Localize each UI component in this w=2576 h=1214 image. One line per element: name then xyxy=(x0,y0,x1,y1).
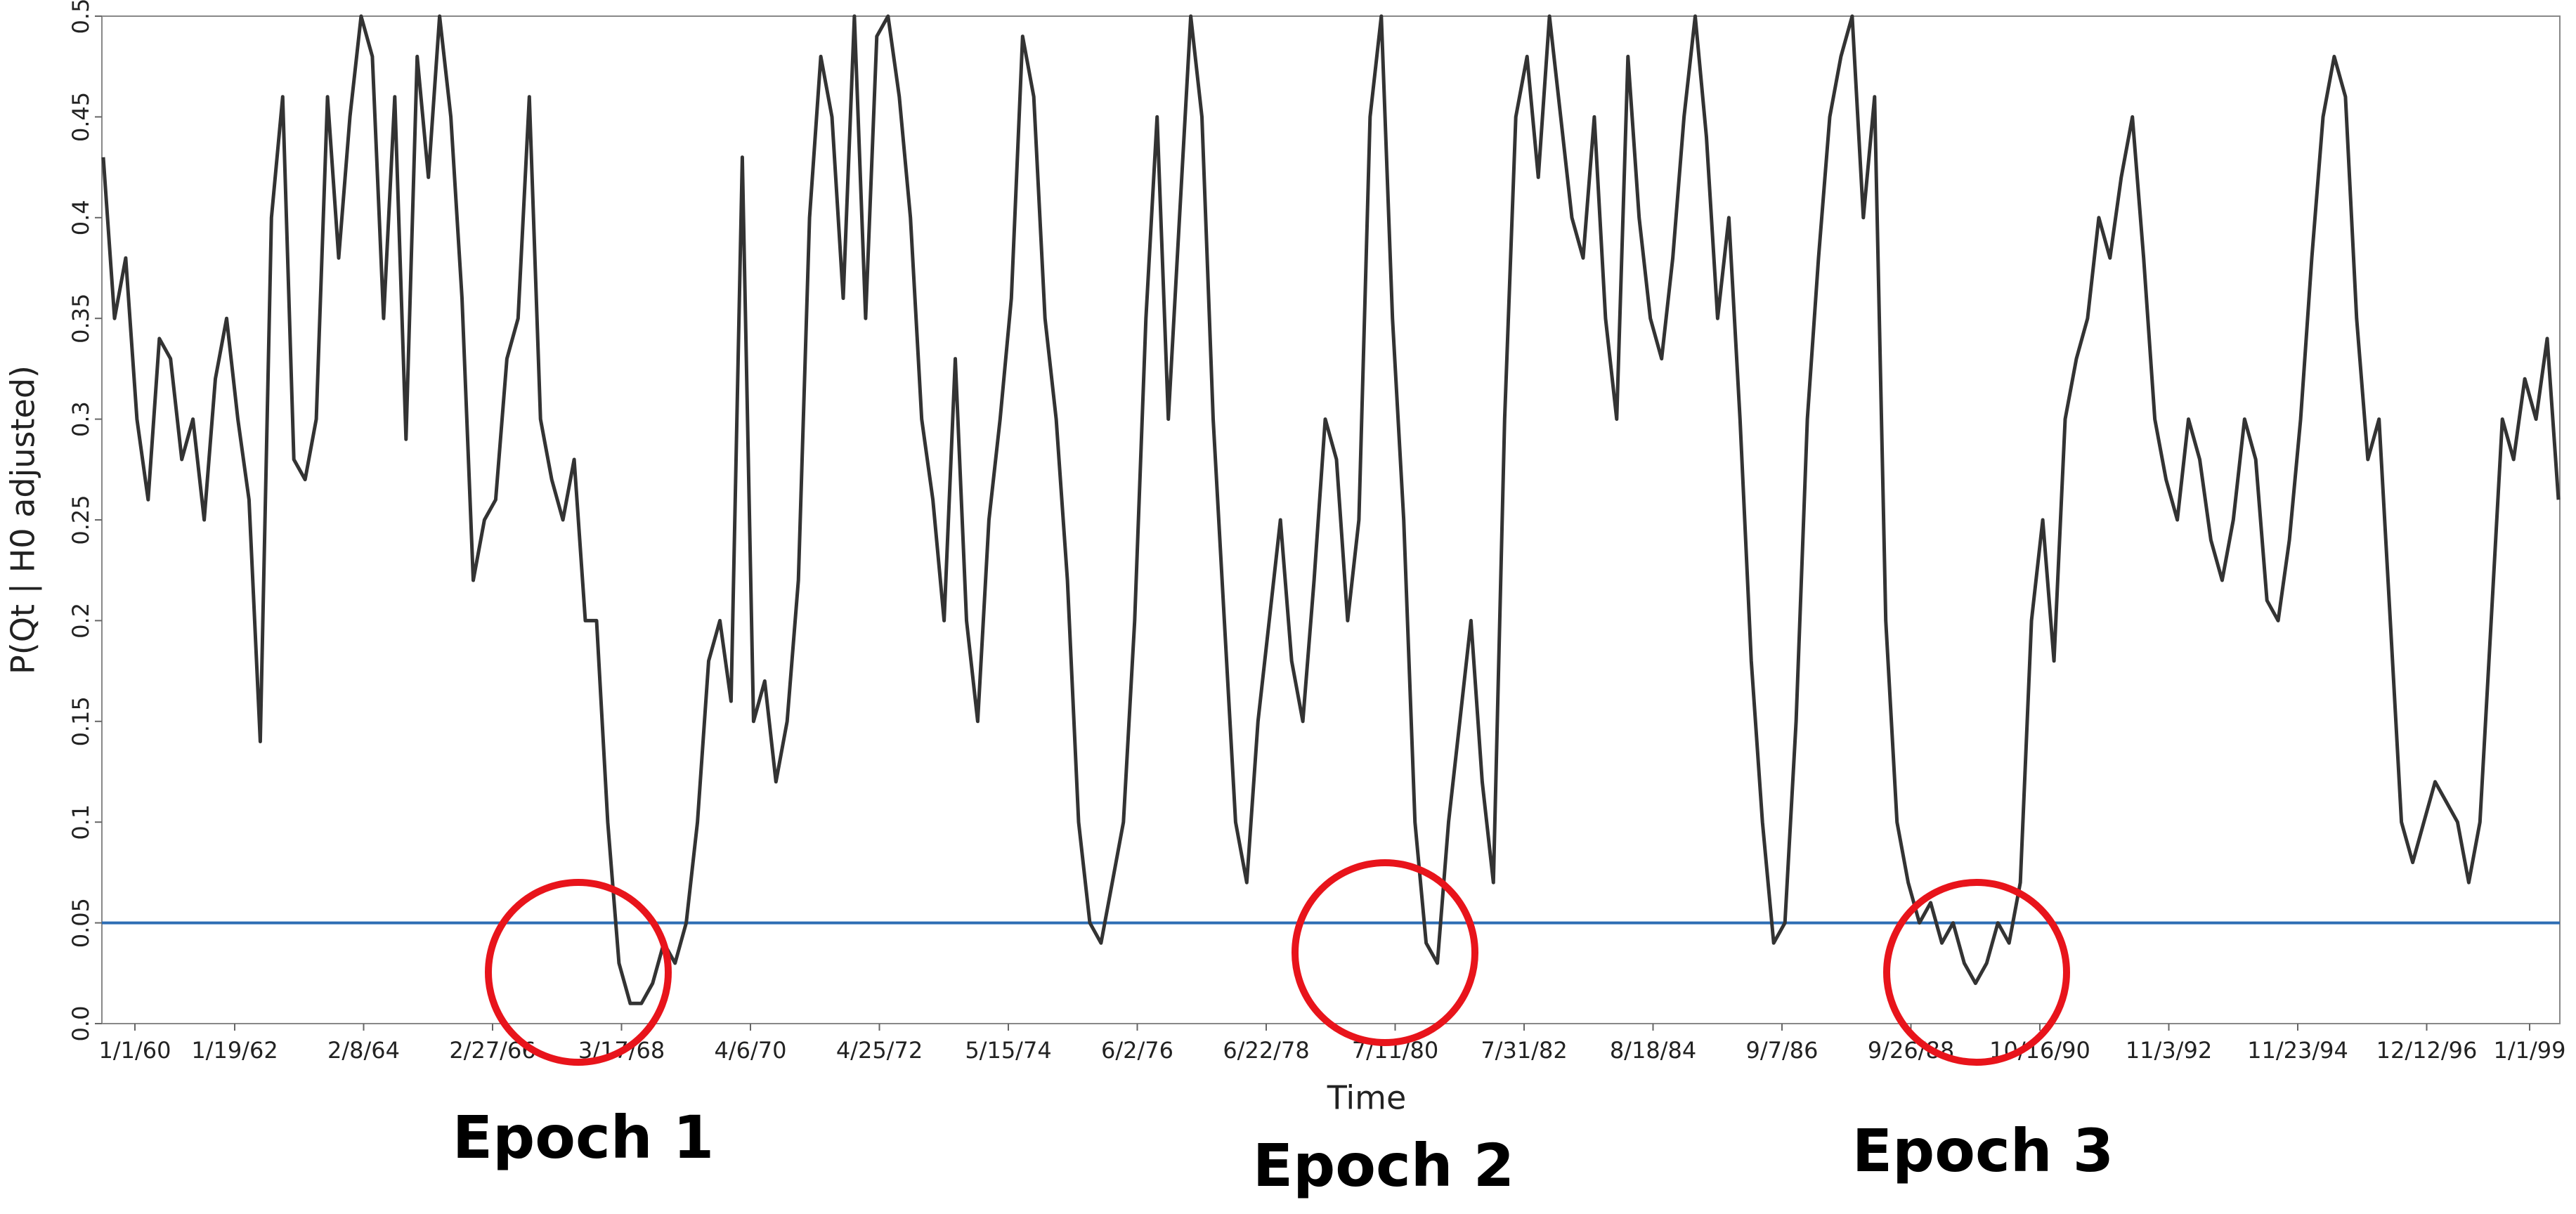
x-axis-title: Time xyxy=(1327,1079,1407,1117)
y-tick-label: 0.35 xyxy=(67,294,94,344)
x-tick-label: 12/12/96 xyxy=(2376,1037,2478,1064)
y-tick-label: 0.05 xyxy=(67,898,94,948)
epoch-label: Epoch 3 xyxy=(1852,1116,2114,1185)
data-line xyxy=(101,14,2561,1005)
y-tick-label: 0.1 xyxy=(67,804,94,840)
x-tick-label: 1/1/99 xyxy=(2494,1037,2566,1064)
x-tick-label: 1/1/60 xyxy=(99,1037,171,1064)
epoch-label: Epoch 1 xyxy=(453,1103,715,1172)
x-tick-label: 11/3/92 xyxy=(2126,1037,2212,1064)
y-tick-label: 0.3 xyxy=(67,401,94,437)
y-tick-label: 0.0 xyxy=(67,1006,94,1042)
x-tick-label: 1/19/62 xyxy=(191,1037,278,1064)
epoch-circle xyxy=(1292,859,1478,1046)
y-tick-label: 0.4 xyxy=(67,200,94,235)
y-tick-label: 0.15 xyxy=(67,696,94,746)
epoch-circle xyxy=(1883,879,2070,1066)
x-tick-label: 6/2/76 xyxy=(1101,1037,1173,1064)
x-tick-label: 7/31/82 xyxy=(1481,1037,1567,1064)
y-tick-label: 0.5 xyxy=(67,0,94,34)
y-tick-label: 0.45 xyxy=(67,92,94,142)
x-tick-label: 5/15/74 xyxy=(965,1037,1051,1064)
epoch-label: Epoch 2 xyxy=(1253,1131,1515,1200)
y-axis-title: P(Qt | H0 adjusted) xyxy=(4,365,43,674)
x-tick-label: 8/18/84 xyxy=(1610,1037,1696,1064)
x-tick-label: 2/8/64 xyxy=(327,1037,400,1064)
x-tick-label: 4/25/72 xyxy=(836,1037,923,1064)
x-tick-label: 4/6/70 xyxy=(715,1037,787,1064)
x-tick-label: 6/22/78 xyxy=(1223,1037,1309,1064)
x-tick-label: 11/23/94 xyxy=(2247,1037,2348,1064)
y-tick-label: 0.2 xyxy=(67,603,94,639)
epoch-circle xyxy=(485,879,672,1066)
y-tick-label: 0.25 xyxy=(67,495,94,544)
x-tick-label: 9/7/86 xyxy=(1746,1037,1819,1064)
x-tick-label: 9/26/88 xyxy=(1868,1037,1954,1064)
